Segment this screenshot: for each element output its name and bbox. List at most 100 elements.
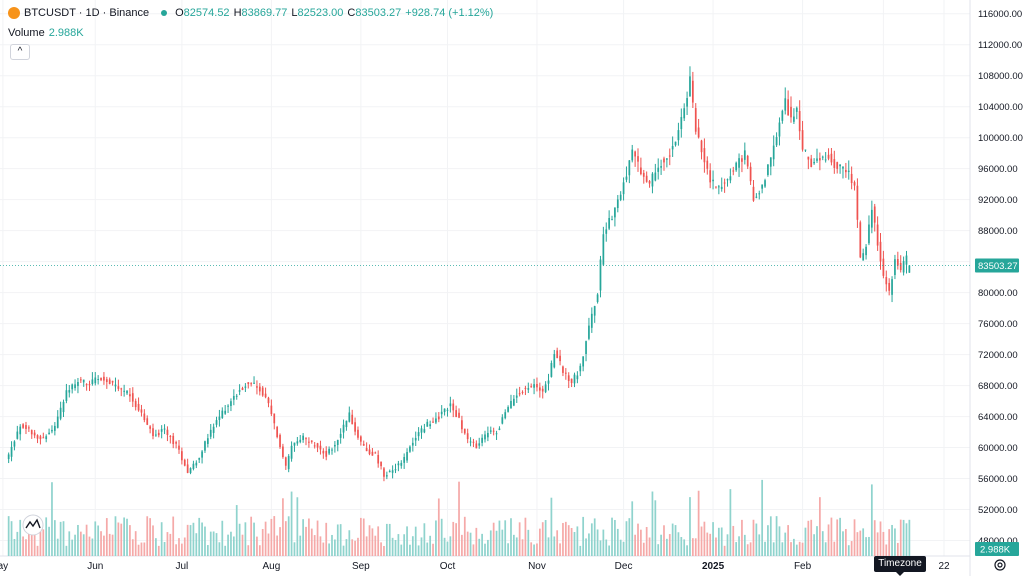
volume-bar [703, 521, 706, 556]
candle-body [423, 429, 426, 433]
candle-body [452, 403, 455, 411]
candle-body [175, 442, 177, 444]
candle-body [348, 412, 351, 422]
candle-body [316, 443, 319, 448]
volume-bar [253, 522, 255, 556]
candle-body [305, 438, 307, 440]
time-tick-label: Dec [615, 561, 633, 572]
candle-body [178, 445, 180, 450]
volume-bar [53, 520, 56, 556]
candle-body [513, 398, 515, 406]
candle-body [131, 393, 134, 402]
volume-bar [114, 516, 117, 556]
candle-body [331, 449, 333, 451]
candle-body [567, 375, 570, 381]
candle-body [510, 400, 512, 409]
volume-bar [801, 542, 804, 556]
candle-body [706, 160, 709, 169]
volume-bar [310, 528, 313, 556]
candle-body [42, 437, 45, 439]
volume-bar [218, 542, 221, 556]
candle-body [463, 428, 466, 434]
volume-bar [663, 525, 665, 556]
candle-body [498, 428, 501, 430]
gear-icon[interactable] [993, 558, 1007, 572]
candle-body [501, 417, 504, 424]
candle-body [137, 403, 140, 411]
volume-bar [204, 526, 206, 556]
volume-bar [844, 529, 847, 556]
bitcoin-coin-icon [8, 7, 20, 19]
candle-body [778, 122, 781, 137]
candle-body [489, 430, 492, 432]
candle-body [559, 355, 561, 362]
candle-body [781, 110, 784, 121]
volume-legend[interactable]: Volume 2.988K [8, 27, 84, 39]
candle-body [362, 443, 365, 446]
volume-bar [68, 531, 71, 556]
candle-body [576, 375, 579, 380]
volume-bar [440, 518, 443, 556]
volume-bar [322, 542, 325, 556]
candle-body [729, 176, 732, 181]
symbol-title[interactable]: BTCUSDT · 1D · Binance [24, 7, 150, 19]
volume-bar [181, 543, 183, 556]
candle-body [741, 158, 743, 162]
collapse-legend-button[interactable]: ^ [10, 44, 30, 60]
candle-body [357, 429, 359, 438]
price-tick-label: 64000.00 [978, 412, 1018, 423]
volume-bar [432, 543, 434, 556]
candle-body [868, 224, 870, 244]
last-price-label: 83503.27 [978, 261, 1018, 272]
candle-body [235, 395, 238, 397]
candle-body [30, 430, 33, 435]
candle-body [469, 441, 472, 443]
candle-body [784, 98, 787, 111]
candle-body [345, 420, 348, 428]
volume-bar [232, 536, 235, 556]
candle-body [830, 153, 833, 163]
candle-body [232, 396, 235, 400]
candle-body [616, 199, 619, 209]
candle-body [82, 379, 85, 383]
candle-body [764, 180, 766, 187]
volume-bar [189, 525, 192, 556]
volume-bar [501, 529, 504, 556]
volume-bar [527, 529, 530, 556]
candle-body [862, 253, 865, 261]
volume-bar [466, 531, 469, 556]
volume-bar [126, 518, 128, 556]
time-tick-label: Jun [87, 561, 103, 572]
candle-body [403, 457, 406, 463]
last-volume-label: 2.988K [980, 545, 1011, 556]
candle-body [538, 387, 541, 391]
volume-bar [547, 537, 550, 556]
candle-body [74, 384, 76, 389]
candle-body [602, 234, 605, 265]
candle-body [882, 258, 885, 276]
volume-bar [385, 523, 388, 556]
volume-bar [267, 533, 270, 556]
volume-bar [394, 540, 397, 556]
volume-bar [296, 497, 299, 556]
volume-bar [351, 539, 354, 556]
volume-bar [616, 528, 619, 556]
volume-bar [879, 521, 882, 556]
candle-body [640, 167, 642, 175]
volume-bar [71, 539, 74, 556]
volume-bar [602, 529, 605, 556]
low-value: 82523.00 [297, 7, 344, 19]
volume-bar [400, 544, 403, 556]
volume-bar [178, 538, 180, 556]
volume-bar [406, 526, 408, 556]
candle-body [631, 149, 634, 161]
volume-bar [876, 532, 879, 556]
volume-bar [345, 539, 348, 556]
volume-bar [429, 535, 432, 556]
candle-body [169, 436, 172, 438]
volume-bar [628, 518, 631, 556]
volume-bar [850, 541, 853, 556]
volume-bar [769, 516, 772, 556]
